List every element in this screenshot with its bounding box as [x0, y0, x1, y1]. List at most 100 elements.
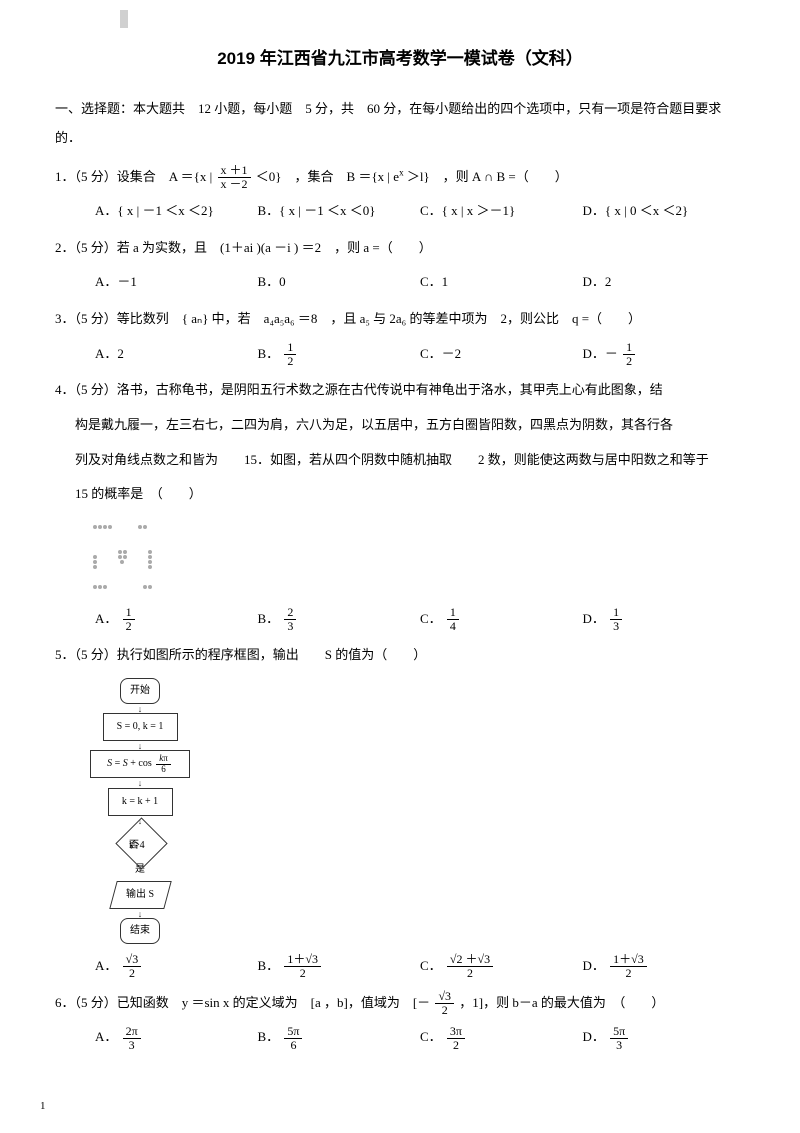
q1-mid: ＜0} ，集合 B ＝{x | e — [256, 169, 399, 184]
question-2: 2．（5 分）若 a 为实数，且 (1＋ai )(a －i ) ＝2 ，则 a … — [55, 234, 745, 297]
q3-optB: B． 1 2 — [258, 340, 421, 369]
q6-optB: B． 5π6 — [258, 1023, 421, 1052]
q6C-num: 3π — [447, 1025, 465, 1039]
q1-optD: D．{ x | 0 ＜x ＜2} — [583, 197, 746, 226]
q2-stem: 2．（5 分）若 a 为实数，且 (1＋ai )(a －i ) ＝2 ，则 a … — [55, 234, 745, 263]
q1-stem: 1．（5 分）设集合 A ＝{x | x ＋1 x －2 ＜0} ，集合 B ＝… — [55, 163, 745, 192]
fc-no-label: 否 — [129, 835, 183, 857]
q6-optC: C． 3π2 — [420, 1023, 583, 1052]
q6-frac-den: 2 — [435, 1004, 454, 1017]
question-6: 6．（5 分）已知函数 y ＝sin x 的定义域为 [a ，b]，值域为 [－… — [55, 989, 745, 1052]
fc-cond: k>4 否 — [115, 827, 165, 857]
q1-optA: A．{ x | －1 ＜x ＜2} — [95, 197, 258, 226]
loshu-diagram — [85, 517, 165, 597]
exam-title: 2019 年江西省九江市高考数学一模试卷（文科） — [55, 40, 745, 77]
fc-arrow-2: ↓ — [85, 743, 195, 750]
q3-optA: A．2 — [95, 340, 258, 369]
q5A-num: √3 — [123, 953, 142, 967]
q6-frac: √3 2 — [435, 990, 454, 1017]
q5-optC: C． √2 ＋√32 — [420, 952, 583, 981]
q6B-den: 6 — [284, 1039, 302, 1052]
q4B-den: 3 — [284, 620, 296, 633]
q6-post: ，1]，则 b－a 的最大值为 （ ） — [459, 995, 664, 1010]
q2-optA: A．－1 — [95, 268, 258, 297]
q5-optA: A． √32 — [95, 952, 258, 981]
q4C-num: 1 — [447, 606, 459, 620]
q5-optB: B． 1＋√32 — [258, 952, 421, 981]
q1-optC: C．{ x | x ＞－1} — [420, 197, 583, 226]
q6-optA-pre: A． — [95, 1029, 117, 1044]
q6-optA: A． 2π3 — [95, 1023, 258, 1052]
q6A-den: 3 — [123, 1039, 141, 1052]
q5C-den: 2 — [447, 967, 493, 980]
q4A-num: 1 — [123, 606, 135, 620]
q1-optB: B．{ x | －1 ＜x ＜0} — [258, 197, 421, 226]
q1-pre: 1．（5 分）设集合 A ＝{x | — [55, 169, 212, 184]
q3-optB-num: 1 — [284, 341, 296, 355]
q3-optD-frac: 1 2 — [623, 341, 635, 368]
fc-output-text: 输出 S — [126, 884, 154, 906]
q1-frac-num: x ＋1 — [218, 164, 251, 178]
page-number: 1 — [40, 1094, 46, 1118]
q3-optB-frac: 1 2 — [284, 341, 296, 368]
q4-options: A． 12 B． 23 C． 14 D． 13 — [55, 605, 745, 634]
q3-optD: D．－ 1 2 — [583, 340, 746, 369]
q4-optA: A． 12 — [95, 605, 258, 634]
q2-options: A．－1 B．0 C．1 D．2 — [55, 268, 745, 297]
q5C-num: √2 ＋√3 — [447, 953, 493, 967]
fc-init: S = 0, k = 1 — [103, 713, 178, 741]
q3-optB-den: 2 — [284, 355, 296, 368]
q4-line3: 列及对角线点数之和皆为 15．如图，若从四个阴数中随机抽取 2 数，则能使这两数… — [55, 446, 745, 475]
question-3: 3．（5 分）等比数列 { aₙ} 中，若 a₄a₅a₆ ＝8 ，且 a₅ 与 … — [55, 305, 745, 368]
fc-arrow-3: ↓ — [85, 780, 195, 787]
q3-optD-num: 1 — [623, 341, 635, 355]
flowchart-diagram: 开始 ↓ S = 0, k = 1 ↓ S = S + cos kπ6 ↓ k … — [85, 678, 195, 944]
q4D-num: 1 — [610, 606, 622, 620]
q4-line1: 4．（5 分）洛书，古称龟书，是阴阳五行术数之源在古代传说中有神龟出于洛水，其甲… — [55, 376, 745, 405]
q1-frac: x ＋1 x －2 — [218, 164, 251, 191]
fc-arrow-5: ↓ — [85, 911, 195, 918]
q5D-den: 2 — [610, 967, 647, 980]
fc-end: 结束 — [120, 918, 160, 944]
q6-optD-pre: D． — [583, 1029, 605, 1044]
q6-frac-num: √3 — [435, 990, 454, 1004]
q6C-den: 2 — [447, 1039, 465, 1052]
fc-arrow-1: ↓ — [85, 706, 195, 713]
q3-optB-pre: B． — [258, 346, 280, 361]
top-gray-mark — [120, 10, 128, 28]
loshu-svg — [85, 517, 165, 597]
fc-output: 输出 S — [109, 881, 172, 909]
q3-optD-pre: D．－ — [583, 346, 618, 361]
q4-optB-pre: B． — [258, 611, 280, 626]
q4-optA-pre: A． — [95, 611, 117, 626]
fc-calc: S = S + cos kπ6 — [90, 750, 190, 778]
q4-line4: 15 的概率是 （ ） — [55, 480, 745, 509]
q5-stem: 5．（5 分）执行如图所示的程序框图，输出 S 的值为（ ） — [55, 641, 745, 670]
q6D-den: 3 — [610, 1039, 628, 1052]
q3-optC: C．－2 — [420, 340, 583, 369]
q5B-num: 1＋√3 — [284, 953, 321, 967]
q3-optD-den: 2 — [623, 355, 635, 368]
q4-optC: C． 14 — [420, 605, 583, 634]
section-heading: 一、选择题：本大题共 12 小题，每小题 5 分，共 60 分，在每小题给出的四… — [55, 95, 745, 152]
q5-optB-pre: B． — [258, 958, 280, 973]
q5-options: A． √32 B． 1＋√32 C． √2 ＋√32 D． 1＋√32 — [55, 952, 745, 981]
q1-post: ＞l} ，则 A ∩ B =（ ） — [404, 169, 568, 184]
fc-start: 开始 — [120, 678, 160, 704]
q4-line2: 构是戴九履一，左三右七，二四为肩，六八为足，以五居中，五方白圈皆阳数，四黑点为阴… — [55, 411, 745, 440]
fc-inc: k = k + 1 — [108, 788, 173, 816]
q4-optB: B． 23 — [258, 605, 421, 634]
q6-pre: 6．（5 分）已知函数 y ＝sin x 的定义域为 [a ，b]，值域为 [－ — [55, 995, 430, 1010]
q6B-num: 5π — [284, 1025, 302, 1039]
q5-optD: D． 1＋√32 — [583, 952, 746, 981]
q4B-num: 2 — [284, 606, 296, 620]
q2-optC: C．1 — [420, 268, 583, 297]
q1-frac-den: x －2 — [218, 178, 251, 191]
question-4: 4．（5 分）洛书，古称龟书，是阴阳五行术数之源在古代传说中有神龟出于洛水，其甲… — [55, 376, 745, 633]
q4-optC-pre: C． — [420, 611, 442, 626]
q4-optD-pre: D． — [583, 611, 605, 626]
q2-optD: D．2 — [583, 268, 746, 297]
q2-optB: B．0 — [258, 268, 421, 297]
q6-optB-pre: B． — [258, 1029, 280, 1044]
q5-optD-pre: D． — [583, 958, 605, 973]
